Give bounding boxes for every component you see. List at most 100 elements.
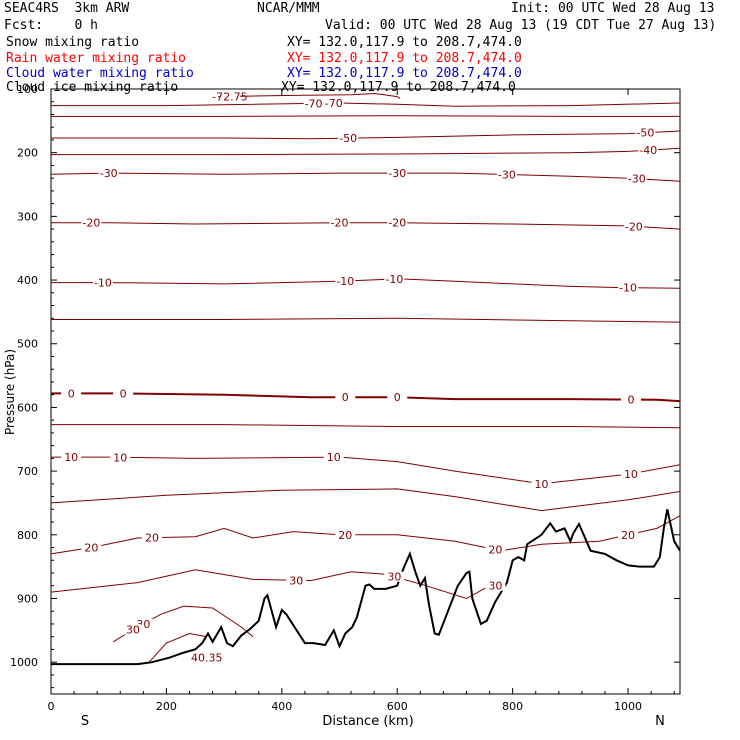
contour-label: 10 (624, 468, 638, 481)
contour-label-bg (61, 388, 82, 399)
contour-line (51, 130, 681, 140)
field-label-cloud-ice: Cloud ice mixing ratio (6, 80, 179, 95)
contour-label: 10 (113, 451, 127, 464)
contour-label-bg (335, 529, 356, 540)
contour-label: 20 (84, 542, 98, 555)
contour-label: 30 (488, 580, 502, 593)
contour-label: -30 (628, 173, 646, 186)
contour-label: -70 (305, 97, 323, 110)
forecast-hour: Fcst: 0 h (4, 18, 98, 33)
contour-line (51, 317, 681, 323)
y-axis-label: Pressure (hPa) (3, 349, 17, 435)
y-tick-label: 1000 (10, 656, 38, 669)
plot-frame (50, 88, 681, 695)
x-tick-label: 600 (387, 700, 408, 713)
contour-label-bg (620, 394, 641, 405)
contour-line (148, 632, 207, 663)
init-time: Init: 00 UTC Wed 28 Aug 13 (511, 1, 715, 16)
x-axis: 0 200 400 600 800 10 0 0 (48, 89, 675, 713)
model-title: SEAC4RS 3km ARW (4, 1, 130, 16)
x-tick-label: 200 (156, 700, 177, 713)
contour-label-bg (638, 145, 659, 156)
y-tick-label: 400 (17, 274, 38, 287)
contour-label: 10 (535, 478, 549, 491)
contour-label: 40.35 (191, 652, 223, 665)
contour-label-bg (496, 169, 517, 180)
contour-label: -20 (388, 217, 406, 230)
contour-label-bg (618, 529, 639, 540)
contour-label: -10 (619, 282, 637, 295)
y-tick-label: 600 (17, 401, 38, 414)
org-label: NCAR/MMM (257, 1, 320, 16)
contour-line (51, 424, 681, 429)
contour-label: 20 (338, 529, 352, 542)
contour-label-bg (81, 542, 102, 553)
contour-lines (50, 92, 681, 663)
contour-label-bg (110, 452, 131, 463)
field-label-cloud-water: Cloud water mixing ratio (6, 66, 194, 81)
contour-label: -72.75 (212, 90, 247, 103)
contour-label-bg (485, 544, 506, 555)
contour-label: -40 (639, 144, 657, 157)
contour-label: -30 (498, 168, 516, 181)
endpoint-left-label: S (81, 714, 89, 729)
y-tick-label: 300 (17, 210, 38, 223)
contour-label-bg (81, 217, 102, 228)
contour-label: 10 (327, 451, 341, 464)
y-tick-label: 800 (17, 529, 38, 542)
contour-label: 0 (627, 394, 634, 407)
contour-label: -70 (325, 97, 343, 110)
y-tick-label: 100 (17, 83, 38, 96)
x-tick-label: 400 (271, 700, 292, 713)
contour-label-bg (323, 452, 344, 463)
contour-label: 20 (621, 529, 635, 542)
x-tick-label: 800 (502, 700, 523, 713)
contour-label-bg (303, 98, 324, 109)
contour-line (51, 456, 681, 485)
contour-label-bg (141, 532, 162, 543)
contour-label: -30 (100, 167, 118, 180)
contour-label: -20 (331, 217, 349, 230)
contour-label-bg (387, 392, 408, 403)
contour-label-bg (387, 168, 408, 179)
contour-label-bg (618, 282, 639, 293)
contour-label: -20 (625, 220, 643, 233)
contour-label-bg (286, 575, 307, 586)
contour-label: -10 (336, 275, 354, 288)
contour-label: -20 (82, 217, 100, 230)
contour-line (50, 515, 681, 555)
contour-label: 0 (394, 391, 401, 404)
contour-label: 20 (488, 544, 502, 557)
contour-line (51, 222, 681, 230)
field-xy-cloud-ice: XY= 132.0,117.9 to 208.7,474.0 (281, 80, 516, 95)
contour-line (51, 115, 680, 117)
contour-label-bg (620, 468, 641, 479)
contour-label-bg (329, 217, 350, 228)
contour-line (218, 92, 401, 100)
contour-label-bg (335, 392, 356, 403)
terrain-profile (51, 509, 681, 666)
valid-time: Valid: 00 UTC Wed 28 Aug 13 (19 CDT Tue … (325, 18, 717, 33)
contour-label: 0 (120, 387, 127, 400)
contour-label-bg (61, 452, 82, 463)
field-xy-rain: XY= 132.0,117.9 to 208.7,474.0 (287, 51, 522, 66)
contour-line (51, 147, 681, 156)
contour-label-bg (113, 388, 134, 399)
contour-label-bg (335, 276, 356, 287)
contour-line (51, 278, 681, 289)
contour-line (50, 488, 681, 512)
contour-label-bg (122, 624, 143, 635)
contour-label-bg (387, 217, 408, 228)
contour-label-bg (323, 98, 344, 109)
contour-line (50, 172, 681, 182)
contour-label-bg (384, 571, 405, 582)
contour-label-bg (92, 277, 113, 288)
contour-label: 20 (145, 532, 159, 545)
contour-label: -50 (636, 127, 654, 140)
x-axis-label: Distance (km) (322, 714, 413, 729)
contour-label: -10 (94, 277, 112, 290)
endpoint-right-label: N (655, 714, 665, 729)
field-xy-cloud-water: XY= 132.0,117.9 to 208.7,474.0 (287, 66, 522, 81)
y-tick-label: 700 (17, 465, 38, 478)
